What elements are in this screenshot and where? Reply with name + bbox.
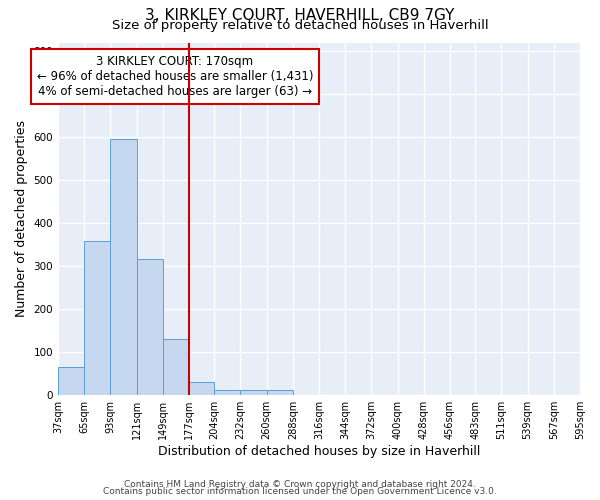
Bar (163, 339, 189, 394)
X-axis label: Distribution of detached houses by size in Haverhill: Distribution of detached houses by size … (158, 444, 480, 458)
Text: Size of property relative to detached houses in Haverhill: Size of property relative to detached ho… (112, 18, 488, 32)
Bar (58, 367, 84, 394)
Bar (110, 139, 137, 394)
Bar (241, 390, 266, 394)
Bar (189, 382, 214, 394)
Text: 3 KIRKLEY COURT: 170sqm
← 96% of detached houses are smaller (1,431)
4% of semi-: 3 KIRKLEY COURT: 170sqm ← 96% of detache… (37, 56, 313, 98)
Bar (84, 242, 110, 394)
Bar (214, 390, 241, 394)
Text: Contains HM Land Registry data © Crown copyright and database right 2024.: Contains HM Land Registry data © Crown c… (124, 480, 476, 489)
Y-axis label: Number of detached properties: Number of detached properties (15, 120, 28, 317)
Text: Contains public sector information licensed under the Open Government Licence v3: Contains public sector information licen… (103, 487, 497, 496)
Bar (266, 390, 293, 394)
Bar (137, 258, 163, 394)
Text: 3, KIRKLEY COURT, HAVERHILL, CB9 7GY: 3, KIRKLEY COURT, HAVERHILL, CB9 7GY (145, 8, 455, 22)
